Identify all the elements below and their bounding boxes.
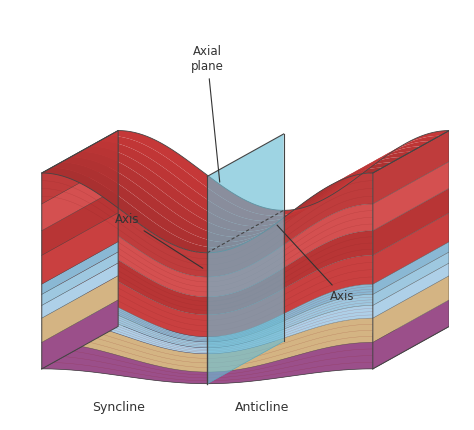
Polygon shape (42, 326, 449, 384)
Polygon shape (42, 252, 118, 305)
Polygon shape (42, 318, 373, 372)
Polygon shape (42, 162, 118, 231)
Polygon shape (42, 255, 373, 337)
Polygon shape (42, 263, 118, 318)
Polygon shape (42, 276, 118, 342)
Polygon shape (373, 276, 449, 342)
Polygon shape (373, 188, 449, 255)
Polygon shape (42, 168, 383, 253)
Polygon shape (42, 342, 373, 384)
Text: Axis: Axis (115, 213, 203, 268)
Polygon shape (42, 213, 118, 284)
Polygon shape (373, 131, 449, 204)
Text: Anticline: Anticline (235, 402, 290, 415)
Polygon shape (373, 252, 449, 305)
Polygon shape (42, 188, 118, 255)
Text: Axis: Axis (277, 225, 355, 303)
Polygon shape (71, 152, 411, 237)
Polygon shape (42, 284, 373, 342)
Polygon shape (42, 231, 373, 315)
Polygon shape (51, 163, 392, 248)
Polygon shape (99, 136, 440, 221)
Polygon shape (42, 204, 373, 297)
Polygon shape (42, 173, 373, 277)
Polygon shape (61, 157, 401, 242)
Polygon shape (373, 242, 449, 295)
Polygon shape (42, 131, 118, 204)
Polygon shape (373, 162, 449, 231)
Polygon shape (80, 147, 420, 231)
Polygon shape (373, 213, 449, 284)
Polygon shape (42, 300, 118, 369)
Polygon shape (207, 134, 283, 384)
Polygon shape (42, 242, 118, 295)
Polygon shape (373, 263, 449, 318)
Polygon shape (90, 141, 430, 226)
Polygon shape (42, 295, 373, 348)
Text: Axial
plane: Axial plane (191, 45, 224, 182)
Polygon shape (42, 305, 373, 354)
Polygon shape (109, 131, 449, 215)
Text: Syncline: Syncline (91, 402, 145, 415)
Polygon shape (373, 300, 449, 369)
